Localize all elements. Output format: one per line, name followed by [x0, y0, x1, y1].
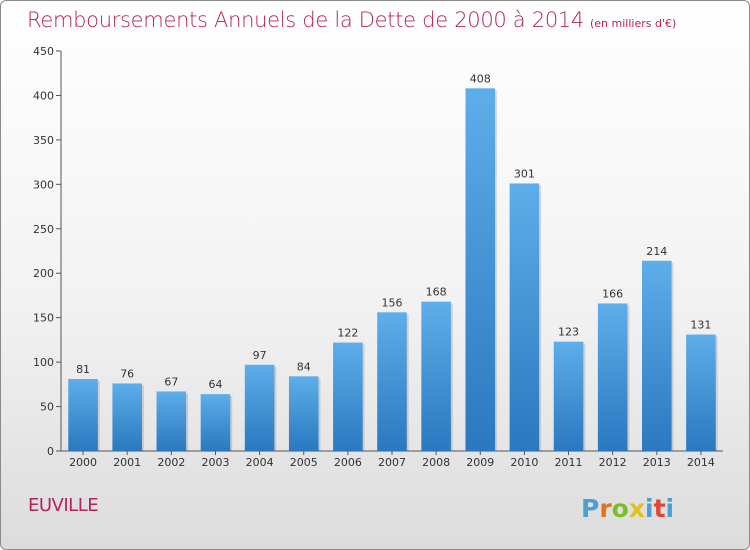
- y-tick-label: 300: [33, 178, 54, 191]
- x-tick-label: 2004: [246, 456, 274, 469]
- x-tick-label: 2014: [687, 456, 715, 469]
- bar: [112, 383, 142, 451]
- bar: [597, 303, 628, 451]
- data-label: 64: [208, 378, 222, 391]
- data-label: 168: [426, 286, 447, 299]
- logo-letter: P: [581, 494, 599, 523]
- x-tick-label: 2008: [422, 456, 450, 469]
- unit-label: (en milliers d'€): [590, 17, 677, 30]
- data-label: 81: [76, 363, 90, 376]
- bar: [553, 341, 584, 451]
- y-tick-label: 0: [47, 445, 54, 458]
- y-tick-label: 350: [33, 134, 54, 147]
- bar: [200, 394, 231, 451]
- x-tick-label: 2009: [466, 456, 494, 469]
- x-tick-label: 2006: [334, 456, 362, 469]
- bar: [686, 334, 716, 451]
- x-tick-label: 2003: [201, 456, 229, 469]
- data-label: 67: [164, 375, 178, 388]
- x-tick-label: 2013: [643, 456, 671, 469]
- x-tick-label: 2001: [113, 456, 141, 469]
- bar: [288, 376, 319, 451]
- bar: [509, 183, 540, 451]
- x-tick-label: 2011: [555, 456, 583, 469]
- x-tick-label: 2010: [510, 456, 538, 469]
- y-tick-label: 200: [33, 267, 54, 280]
- bar-series: 81 76 67 64 97 84 122 156 168 408 301 123 166 214 131: [68, 72, 718, 451]
- chart-title: Remboursements Annuels de la Dette de 20…: [27, 8, 676, 32]
- x-tick-label: 2007: [378, 456, 406, 469]
- y-tick-label: 400: [33, 89, 54, 102]
- bar: [244, 364, 275, 451]
- y-tick-label: 250: [33, 223, 54, 236]
- svg-text:Proxiti: Proxiti: [581, 494, 674, 523]
- data-label: 408: [470, 72, 491, 85]
- chart-axes: 0 50 100 150 200 250 300 350 400 450 2000 2001 2002 2…: [33, 45, 723, 469]
- data-label: 123: [558, 326, 579, 339]
- bar: [421, 301, 451, 451]
- data-label: 84: [297, 360, 311, 373]
- bar: [333, 342, 363, 451]
- bar: [156, 391, 187, 451]
- bar: [465, 88, 496, 451]
- data-label: 301: [514, 167, 535, 180]
- bar: [642, 260, 672, 451]
- x-tick-label: 2000: [69, 456, 97, 469]
- y-tick-label: 100: [33, 356, 54, 369]
- logo-letter: x: [629, 494, 645, 523]
- data-label: 122: [337, 327, 358, 340]
- data-label: 76: [120, 367, 134, 380]
- bar: [377, 312, 407, 451]
- logo-letter: r: [599, 494, 612, 523]
- data-label: 214: [646, 245, 667, 258]
- commune-name: EUVILLE: [28, 495, 99, 516]
- logo-letter: t: [654, 494, 666, 523]
- logo-letter: o: [612, 494, 629, 523]
- data-label: 97: [253, 349, 267, 362]
- proxiti-logo: Proxiti: [581, 494, 674, 523]
- data-label: 156: [382, 296, 403, 309]
- bar: [68, 379, 98, 451]
- y-tick-label: 450: [33, 45, 54, 58]
- data-label: 131: [690, 319, 711, 332]
- x-tick-label: 2002: [157, 456, 185, 469]
- data-label: 166: [602, 287, 623, 300]
- y-tick-label: 150: [33, 312, 54, 325]
- y-tick-label: 50: [40, 401, 54, 414]
- x-tick-label: 2005: [290, 456, 318, 469]
- logo-letter: i: [645, 494, 654, 523]
- x-tick-label: 2012: [599, 456, 627, 469]
- title-text: Remboursements Annuels de la Dette de 20…: [27, 8, 584, 32]
- logo-letter: i: [666, 494, 675, 523]
